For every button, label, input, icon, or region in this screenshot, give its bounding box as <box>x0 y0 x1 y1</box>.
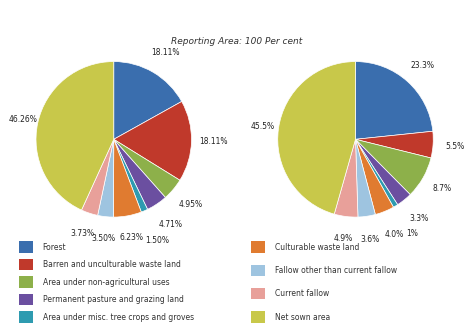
Bar <box>19 259 33 270</box>
Wedge shape <box>356 139 431 195</box>
Wedge shape <box>334 139 358 217</box>
Text: 6.23%: 6.23% <box>119 233 144 242</box>
Bar <box>251 288 265 299</box>
Wedge shape <box>356 139 393 214</box>
Text: 4.9%: 4.9% <box>334 234 353 243</box>
Text: 23.3%: 23.3% <box>410 61 434 70</box>
Text: 18.11%: 18.11% <box>151 48 179 57</box>
Text: Permanent pasture and grazing land: Permanent pasture and grazing land <box>43 295 183 304</box>
Text: Area under non-agricultural uses: Area under non-agricultural uses <box>43 278 169 286</box>
Wedge shape <box>113 139 141 217</box>
Bar <box>19 311 33 323</box>
Text: General land use categories–1960–61: General land use categories–1960–61 <box>16 10 221 20</box>
Text: 3.50%: 3.50% <box>91 234 115 243</box>
Text: 1.50%: 1.50% <box>146 236 169 245</box>
Wedge shape <box>114 139 165 209</box>
Text: 18.11%: 18.11% <box>199 137 228 146</box>
Text: Area under misc. tree crops and groves: Area under misc. tree crops and groves <box>43 313 194 321</box>
Wedge shape <box>356 139 398 207</box>
Wedge shape <box>356 62 433 139</box>
Wedge shape <box>82 139 114 215</box>
Bar <box>19 276 33 288</box>
Text: 4.95%: 4.95% <box>179 200 203 209</box>
Text: 5.5%: 5.5% <box>445 142 465 151</box>
Wedge shape <box>114 62 182 139</box>
Wedge shape <box>356 139 410 205</box>
Text: Current fallow: Current fallow <box>275 289 329 298</box>
Wedge shape <box>114 101 191 180</box>
Text: 3.3%: 3.3% <box>409 214 428 223</box>
Bar <box>19 241 33 253</box>
Bar <box>251 265 265 276</box>
Text: 8.7%: 8.7% <box>432 184 452 193</box>
Bar <box>251 311 265 323</box>
Wedge shape <box>36 62 114 210</box>
Text: Net sown area: Net sown area <box>275 313 330 321</box>
Text: 3.73%: 3.73% <box>71 229 95 238</box>
Bar <box>19 294 33 305</box>
Text: 4.0%: 4.0% <box>384 230 403 239</box>
Wedge shape <box>278 62 356 214</box>
Text: 46.26%: 46.26% <box>8 115 37 124</box>
Text: Reporting Area: 100 Per cent: Reporting Area: 100 Per cent <box>172 37 302 46</box>
Wedge shape <box>356 139 375 217</box>
Text: Forest: Forest <box>43 243 66 251</box>
Wedge shape <box>114 139 147 212</box>
Text: Culturable waste land: Culturable waste land <box>275 243 359 251</box>
Text: 4.71%: 4.71% <box>159 220 182 229</box>
Text: General land use categories–2014–15: General land use categories–2014–15 <box>239 10 444 20</box>
Wedge shape <box>98 139 114 217</box>
Text: Fallow other than current fallow: Fallow other than current fallow <box>275 266 397 275</box>
Wedge shape <box>356 131 433 158</box>
Text: 45.5%: 45.5% <box>251 122 275 131</box>
Text: 1%: 1% <box>407 229 419 238</box>
Text: 3.6%: 3.6% <box>360 235 380 244</box>
Text: Barren and unculturable waste land: Barren and unculturable waste land <box>43 260 181 269</box>
Bar <box>251 241 265 253</box>
Wedge shape <box>114 139 180 197</box>
